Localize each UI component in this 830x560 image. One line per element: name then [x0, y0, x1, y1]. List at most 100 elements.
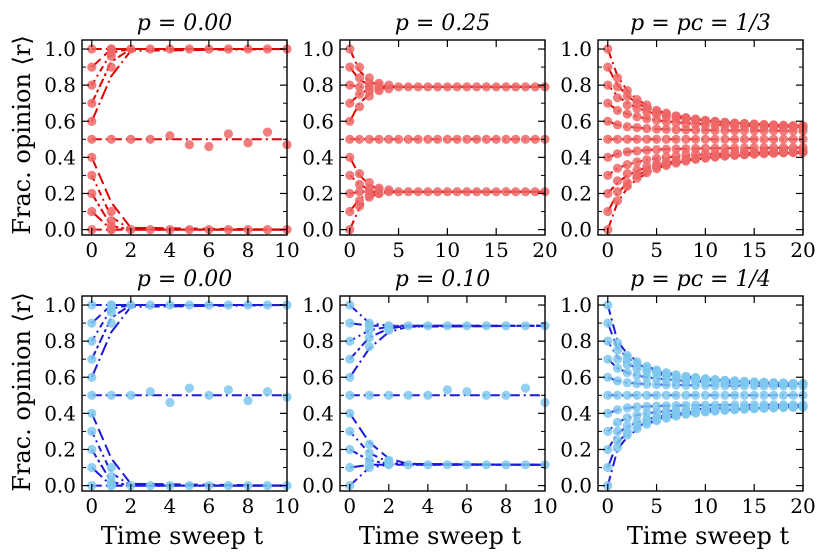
- sim-point: [262, 127, 273, 137]
- sim-point: [145, 481, 155, 491]
- sim-point: [345, 80, 355, 90]
- y-tick-label: 0.4: [560, 401, 592, 425]
- sim-point: [642, 401, 652, 412]
- sim-point: [671, 380, 681, 390]
- sim-point: [652, 416, 662, 426]
- sim-point: [622, 181, 632, 191]
- x-tick-label: 20: [790, 238, 815, 262]
- sim-point: [759, 126, 769, 136]
- sim-point: [354, 73, 365, 83]
- sim-point: [778, 148, 789, 158]
- sim-point: [769, 126, 779, 136]
- x-tick-label: 10: [693, 238, 718, 262]
- sim-point: [720, 381, 730, 391]
- sim-point: [622, 169, 632, 179]
- sim-point: [769, 381, 779, 391]
- sim-point: [759, 134, 769, 144]
- panel-title: p = 0.00: [137, 267, 233, 292]
- sim-point: [106, 62, 116, 72]
- axes-frame: [339, 295, 546, 492]
- sim-point: [681, 125, 691, 135]
- sim-point: [642, 168, 652, 178]
- sim-point: [364, 439, 374, 449]
- sim-point: [612, 338, 623, 348]
- sim-point: [345, 408, 355, 418]
- theory-curve: [90, 48, 288, 122]
- sim-point: [87, 372, 97, 382]
- sim-point: [612, 443, 623, 453]
- sim-point: [345, 134, 355, 144]
- sim-point: [413, 187, 423, 197]
- sim-point: [126, 44, 136, 54]
- sim-point: [403, 82, 413, 92]
- panel-title: p = pᴄ = 1/4: [630, 267, 771, 292]
- panel-title: p = 0.10: [395, 267, 491, 292]
- x-tick-label: 20: [532, 238, 557, 262]
- sim-point: [184, 225, 194, 235]
- y-tick-label: 0.2: [560, 181, 592, 205]
- panels: p = 0.000.00.20.40.60.81.00 2 4 6 8 10p = 0.2…: [44, 11, 816, 518]
- sim-point: [681, 380, 691, 390]
- sim-point: [720, 125, 730, 136]
- theory-curve: [90, 413, 288, 487]
- sim-point: [739, 390, 750, 400]
- sim-point: [642, 372, 652, 382]
- y-tick-label: 0.6: [44, 109, 76, 133]
- y-tick-label: 0.8: [302, 73, 334, 97]
- sim-point: [749, 381, 759, 391]
- sim-point: [778, 381, 789, 391]
- sim-point: [364, 91, 374, 101]
- sim-point: [364, 462, 374, 473]
- sim-point: [462, 321, 472, 331]
- sim-point: [603, 444, 613, 455]
- sim-point: [520, 134, 531, 144]
- x-tick-label: 10: [274, 238, 299, 262]
- sim-point: [603, 44, 613, 54]
- x-tick-label: 8: [242, 238, 255, 262]
- sim-point: [691, 154, 701, 164]
- sim-point: [739, 134, 750, 144]
- xlabel-right: Time sweep t: [627, 522, 790, 550]
- sim-point: [603, 318, 613, 328]
- sim-point: [603, 354, 613, 364]
- sim-point: [612, 187, 623, 197]
- sim-point: [632, 146, 642, 156]
- sim-point: [622, 134, 632, 144]
- sim-point: [671, 158, 681, 168]
- sim-point: [612, 426, 623, 436]
- sim-point: [87, 170, 97, 180]
- sim-point: [165, 397, 175, 408]
- sim-point: [472, 134, 482, 144]
- sim-point: [652, 124, 662, 134]
- sim-point: [603, 116, 613, 126]
- sim-point: [87, 336, 97, 346]
- sim-point: [642, 107, 652, 117]
- sim-point: [603, 62, 613, 72]
- sim-point: [700, 153, 711, 163]
- sim-point: [622, 100, 632, 110]
- sim-point: [788, 381, 798, 391]
- sim-point: [769, 390, 779, 400]
- sim-point: [354, 169, 365, 179]
- sim-point: [481, 460, 491, 470]
- x-tick-label: 10: [693, 494, 718, 518]
- sim-point: [364, 390, 374, 400]
- x-tick-label: 10: [532, 494, 557, 518]
- sim-point: [788, 147, 798, 158]
- sim-point: [661, 413, 671, 423]
- axes-frame: [81, 295, 288, 492]
- sim-point: [671, 125, 681, 135]
- sim-point: [481, 82, 491, 92]
- sim-point: [433, 134, 443, 144]
- x-tick-label: 4: [163, 238, 176, 262]
- x-tick-label: 5: [392, 238, 405, 262]
- sim-point: [612, 376, 623, 386]
- sim-point: [612, 435, 623, 445]
- sim-point: [788, 402, 798, 412]
- sim-point: [739, 150, 750, 160]
- y-tick-label: 0.0: [44, 474, 76, 498]
- sim-point: [145, 134, 155, 144]
- x-tick-label: 2: [124, 494, 137, 518]
- sim-point: [403, 134, 413, 144]
- sim-point: [710, 406, 720, 416]
